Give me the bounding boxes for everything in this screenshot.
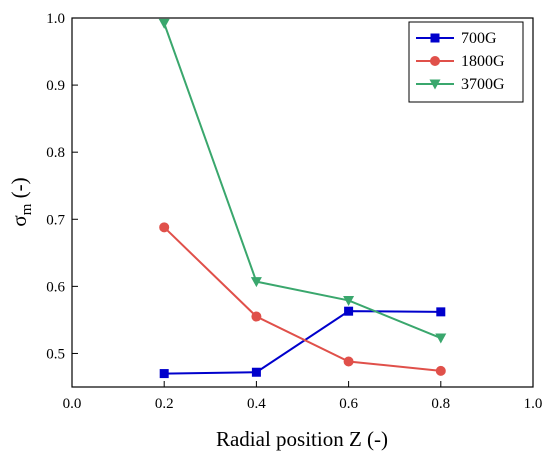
data-point <box>436 307 446 317</box>
x-tick-label: 0.8 <box>431 396 450 412</box>
data-point <box>250 277 262 288</box>
y-axis-title-subscript: m <box>19 203 35 215</box>
data-point <box>343 295 355 306</box>
legend-marker <box>430 33 440 43</box>
data-point <box>435 333 447 344</box>
data-point <box>251 311 262 322</box>
legend-entry: 700G <box>416 30 497 47</box>
y-tick-label: 0.9 <box>46 78 65 94</box>
x-tick-label: 0.4 <box>247 396 266 412</box>
data-point <box>158 18 170 29</box>
x-tick-label: 1.0 <box>524 396 543 412</box>
legend-marker <box>429 79 441 90</box>
series-line <box>163 23 442 339</box>
y-tick-label: 1.0 <box>46 11 65 27</box>
data-point <box>344 306 354 316</box>
series-layer <box>158 18 447 379</box>
x-tick-label: 0.6 <box>339 396 358 412</box>
series-3700G <box>158 18 447 344</box>
y-tick-label: 0.6 <box>46 279 65 295</box>
legend-label: 1800G <box>461 53 505 70</box>
x-axis-ticks: 0.0 0.2 0.4 0.6 0.8 1.0 <box>63 381 543 412</box>
legend-label: 3700G <box>461 76 505 93</box>
y-axis-title-suffix: (-) <box>7 177 31 203</box>
legend-marker <box>430 56 440 66</box>
y-tick-label: 0.5 <box>46 346 65 362</box>
y-axis-title-main: σ <box>7 215 31 226</box>
data-point <box>159 222 170 233</box>
y-axis-title: σm (-) <box>7 177 35 226</box>
series-1800G <box>159 222 446 376</box>
series-700G <box>159 306 446 379</box>
x-tick-label: 0.2 <box>155 396 174 412</box>
y-tick-label: 0.8 <box>46 145 65 161</box>
plot-frame <box>71 17 534 388</box>
y-axis-ticks: 0.5 0.6 0.7 0.8 0.9 1.0 <box>46 11 78 362</box>
legend: 700G 1800G 3700G <box>408 21 524 103</box>
data-point <box>159 369 169 379</box>
data-point <box>251 367 261 377</box>
y-tick-label: 0.7 <box>46 212 65 228</box>
data-point <box>435 365 446 376</box>
legend-entry: 3700G <box>416 76 505 93</box>
legend-entry: 1800G <box>416 53 505 70</box>
x-tick-label: 0.0 <box>63 396 82 412</box>
x-axis-title: Radial position Z (-) <box>216 427 388 451</box>
legend-label: 700G <box>461 30 497 47</box>
series-line <box>164 310 441 375</box>
series-line <box>163 226 441 372</box>
data-point <box>343 356 354 367</box>
